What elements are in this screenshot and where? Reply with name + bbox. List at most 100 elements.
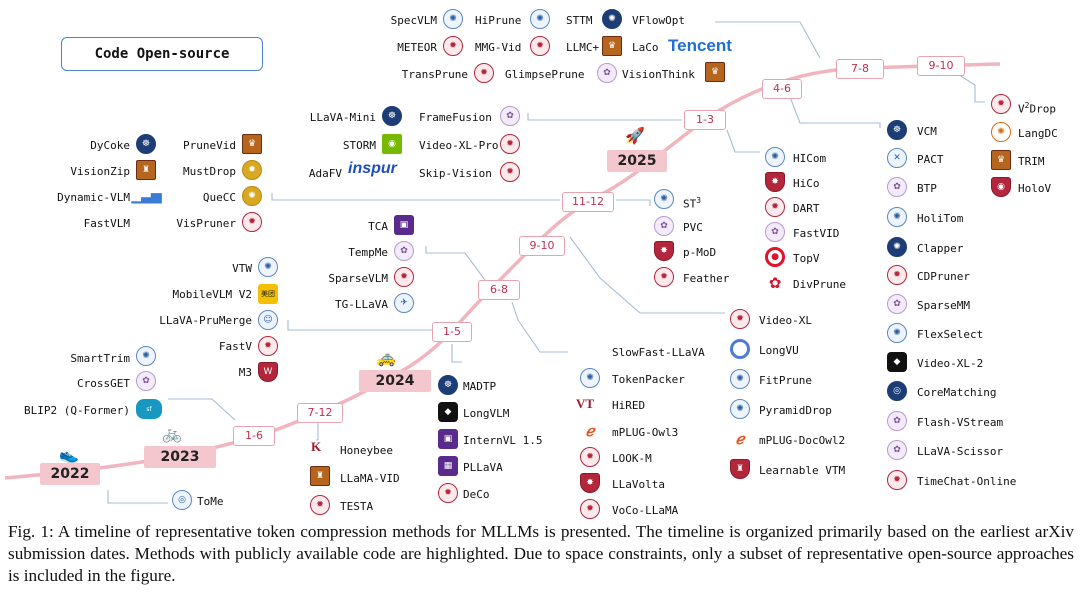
sneaker-icon: 👟	[59, 445, 79, 464]
method-label: CDPruner	[917, 270, 970, 284]
university-seal-icon: ✹	[654, 267, 674, 287]
university-seal-icon: ✿	[887, 440, 907, 460]
method-label: AdaFV	[309, 167, 342, 181]
method-name: MADTP	[463, 380, 497, 393]
method-label: MobileVLM V2	[173, 288, 252, 302]
method-label: DyCoke	[90, 139, 130, 153]
method-name: DeCo	[463, 488, 490, 501]
method-name: METEOR	[397, 41, 437, 54]
university-seal-icon: ✿	[394, 241, 414, 261]
university-logo-icon: ✕	[887, 148, 907, 168]
method-label: HoliTom	[917, 212, 963, 226]
method-label: M3	[239, 366, 252, 380]
university-seal-icon: ✺	[136, 346, 156, 366]
method-label: TopV	[793, 252, 820, 266]
university-seal-icon: ✺	[730, 399, 750, 419]
period-marker: 7-12	[297, 403, 343, 423]
university-logo-icon: ◆	[438, 402, 458, 422]
university-seal-icon: ✹	[242, 212, 262, 232]
method-label: MADTP	[463, 380, 496, 394]
method-label: LLaVA-Scissor	[917, 445, 1003, 459]
university-seal-icon: ✹	[887, 265, 907, 285]
method-label: CoreMatching	[917, 386, 996, 400]
method-label: TRIM	[1018, 155, 1045, 169]
method-label: STORM	[343, 139, 376, 153]
method-label: GlimpsePrune	[505, 68, 584, 82]
university-seal-icon: ✺	[580, 368, 600, 388]
method-name: FastV	[218, 340, 252, 353]
university-logo-icon: ▦	[438, 456, 458, 476]
method-name: SmartTrim	[70, 352, 130, 365]
method-label: VTW	[232, 262, 252, 276]
method-name: SparseVLM	[328, 272, 388, 285]
method-name: CrossGET	[77, 377, 130, 390]
method-name-sup: 2	[1024, 101, 1030, 110]
method-label: TokenPacker	[612, 373, 685, 387]
year-marker-2024: 2024	[359, 370, 431, 392]
meituan-logo-icon: 美团	[258, 284, 278, 304]
method-label: MMG-Vid	[475, 41, 521, 55]
target-logo-icon: ●	[765, 247, 785, 267]
method-label: FastVID	[793, 227, 839, 241]
method-name: DivPrune	[793, 278, 846, 291]
method-label: LLaMA-VID	[340, 472, 400, 486]
apple-logo-icon	[580, 341, 600, 361]
university-seal-icon: ✿	[887, 411, 907, 431]
method-name: PyramidDrop	[759, 404, 832, 417]
method-label: SpecVLM	[391, 14, 437, 28]
method-name: p-MoD	[683, 246, 717, 259]
salesforce-logo-icon: sf	[136, 399, 162, 419]
method-label: Honeybee	[340, 444, 393, 458]
method-label: SparseMM	[917, 299, 970, 313]
method-name: TempMe	[348, 246, 388, 259]
ring-logo-icon	[730, 339, 750, 359]
method-label: Skip-Vision	[419, 167, 492, 181]
university-crest-icon: ♛	[991, 150, 1011, 170]
method-name: LongVU	[759, 344, 799, 357]
method-label: DART	[793, 202, 820, 216]
method-label: MustDrop	[183, 165, 236, 179]
method-name: TG-LLaVA	[335, 298, 388, 311]
nvidia-logo-icon: ◉	[382, 134, 402, 154]
university-crest-icon: ♛	[602, 36, 622, 56]
method-name: TopV	[793, 252, 820, 265]
method-label: VCM	[917, 125, 937, 139]
method-label: mPLUG-Owl3	[612, 426, 678, 440]
method-label: FastV	[219, 340, 252, 354]
method-name: QueCC	[202, 191, 236, 204]
university-seal-icon: ✈	[394, 293, 414, 313]
year-marker-2025: 2025	[607, 150, 667, 172]
method-label: SmartTrim	[70, 352, 130, 366]
university-seal-icon: ✹	[530, 36, 550, 56]
method-label: PVC	[683, 221, 703, 235]
method-label: LLMC+	[566, 41, 599, 55]
period-marker: 1-5	[432, 322, 472, 342]
university-seal-icon: ✿	[597, 63, 617, 83]
method-name: CoreMatching	[917, 386, 997, 399]
method-label: Dynamic-VLM	[57, 191, 130, 205]
method-name: LOOK-M	[612, 452, 652, 465]
method-name: BLIP2 (Q-Former)	[24, 404, 130, 417]
method-label: VFlowOpt	[632, 14, 685, 28]
university-seal-icon: ✺	[443, 9, 463, 29]
method-label: BLIP2 (Q-Former)	[24, 404, 130, 418]
method-name: HoloV	[1018, 182, 1052, 195]
period-marker: 6-8	[478, 280, 520, 300]
method-name: Clapper	[917, 242, 964, 255]
university-seal-icon: ✹	[310, 495, 330, 515]
method-label: VisionZip	[70, 165, 130, 179]
apple-logo-icon	[136, 212, 156, 232]
university-seal-icon: ✹	[443, 36, 463, 56]
method-name: LaCo	[632, 41, 659, 54]
method-name: MobileVLM V2	[172, 288, 252, 301]
method-name: SparseMM	[917, 299, 970, 312]
method-name: HiPrune	[475, 14, 522, 27]
method-name: Skip-Vision	[419, 167, 492, 180]
university-seal-icon: ◎	[887, 381, 907, 401]
method-name: LLaVA-Mini	[309, 111, 376, 124]
method-name: HoliTom	[917, 212, 964, 225]
university-seal-icon: ✺	[887, 237, 907, 257]
university-seal-icon: ✹	[258, 336, 278, 356]
method-label: VisPruner	[176, 217, 236, 231]
